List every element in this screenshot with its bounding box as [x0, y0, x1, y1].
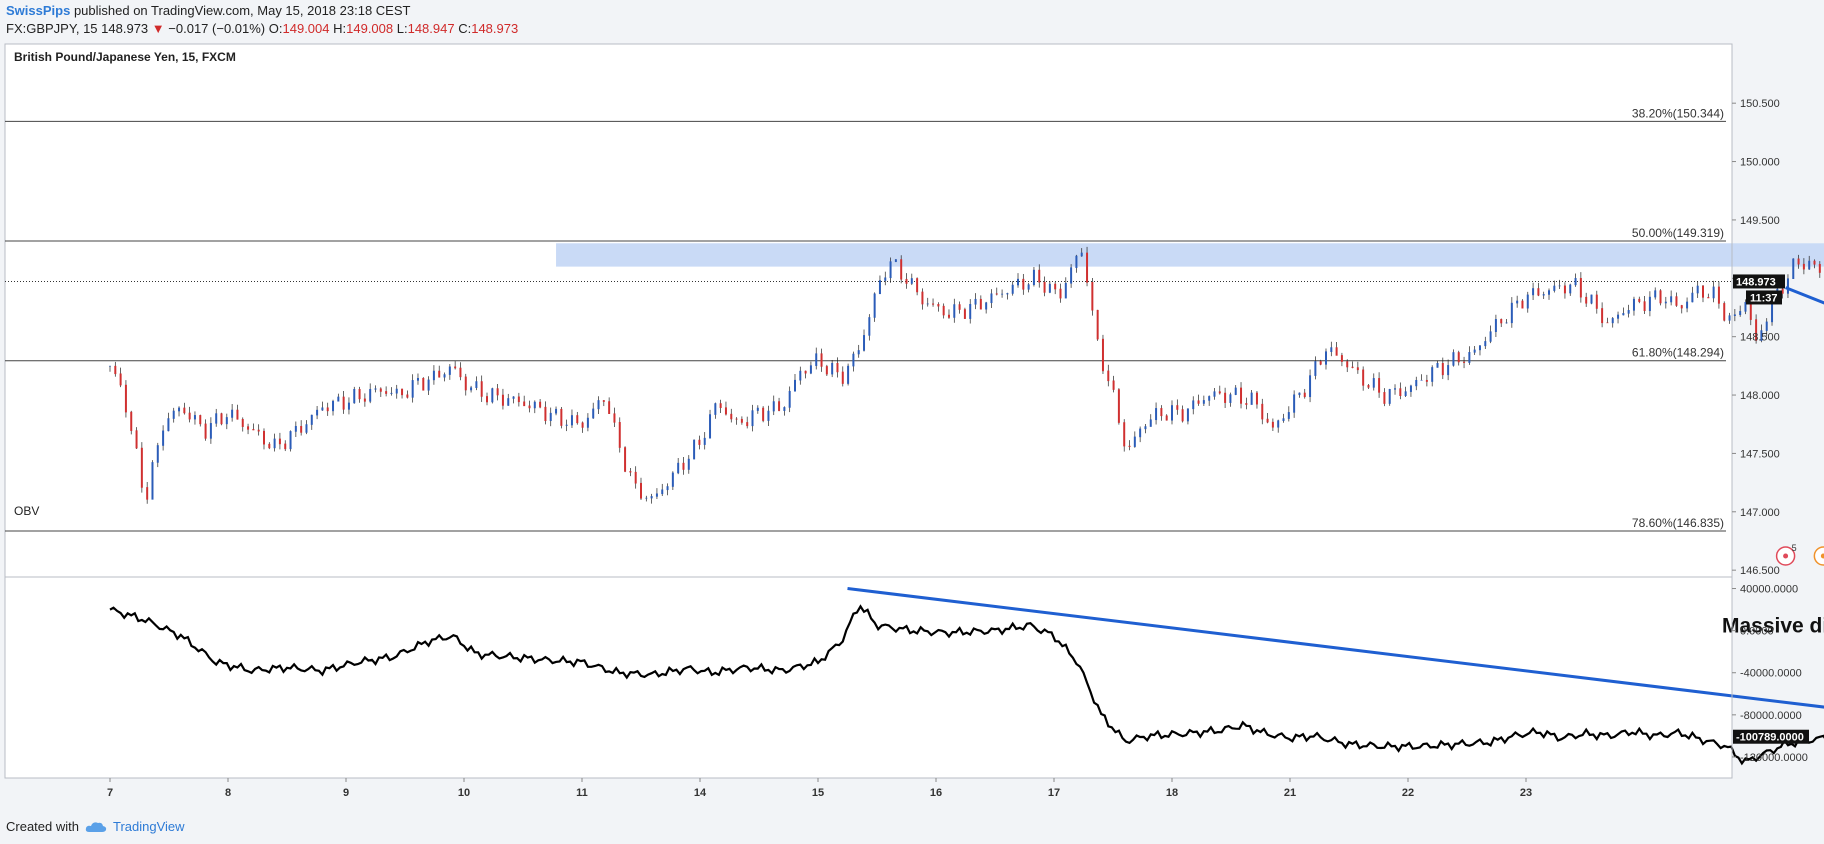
time-tick-label: 9	[343, 787, 349, 799]
time-tick-label: 16	[930, 787, 942, 799]
obv-tick-label: -120000.0000	[1740, 752, 1808, 764]
publish-line: SwissPips published on TradingView.com, …	[6, 3, 410, 18]
chart-frame	[4, 43, 1733, 779]
price-tick-label: 150.500	[1740, 98, 1780, 110]
high-key: H:	[333, 21, 347, 36]
resistance-zone	[556, 243, 1824, 267]
author-link[interactable]: SwissPips	[6, 3, 71, 18]
obv-tick-label: 0.0000	[1740, 626, 1774, 638]
low-key: L:	[396, 21, 408, 36]
footer: Created with TradingView	[6, 819, 185, 834]
obv-series-line	[109, 604, 1824, 766]
last-price-badge	[1733, 274, 1785, 289]
quote-line: FX:GBPJPY, 15 148.973 ▼ −0.017 (−0.01%) …	[6, 21, 518, 36]
divergence-label: Massive divergence	[1722, 615, 1824, 638]
published-text: published on TradingView.com, May 15, 20…	[73, 3, 411, 18]
time-tick-label: 7	[107, 787, 113, 799]
time-tick-label: 15	[812, 787, 824, 799]
price-tick-label: 147.000	[1740, 507, 1780, 519]
obv-pane-title: OBV	[14, 504, 39, 518]
time-tick-label: 8	[225, 787, 231, 799]
time-tick-label: 11	[576, 787, 588, 799]
fib-level-label: 78.60%(146.835)	[1632, 516, 1724, 530]
time-tick-label: 18	[1166, 787, 1178, 799]
obv-tick-label: -40000.0000	[1740, 668, 1802, 680]
price-tick-label: 150.000	[1740, 157, 1780, 169]
open-key: O:	[268, 21, 283, 36]
tradingview-cloud-icon	[85, 821, 107, 832]
obv-tick-label: 40000.0000	[1740, 584, 1798, 596]
time-tick-label: 21	[1284, 787, 1296, 799]
change-label: −0.017 (−0.01%)	[168, 21, 266, 36]
obv-last-badge-label: -100789.0000	[1736, 732, 1804, 744]
close-key: C:	[458, 21, 472, 36]
fib-level-label: 61.80%(148.294)	[1632, 346, 1724, 360]
time-tick-label: 23	[1520, 787, 1532, 799]
time-tick-label: 22	[1402, 787, 1414, 799]
countdown-badge	[1746, 290, 1782, 305]
target-arrow	[1785, 286, 1824, 305]
symbol-label: FX:GBPJPY, 15	[6, 21, 98, 36]
open-value: 149.004	[282, 21, 330, 36]
price-tick-label: 148.500	[1740, 332, 1780, 344]
divergence-arrow	[847, 587, 1824, 709]
last-price-label: 148.973	[101, 21, 149, 36]
time-tick-label: 14	[694, 787, 707, 799]
event-count-label: 5	[1792, 543, 1797, 553]
price-tick-label: 148.000	[1740, 390, 1780, 402]
obv-tick-label: -80000.0000	[1740, 710, 1802, 722]
price-tick-label: 147.500	[1740, 448, 1780, 460]
price-tick-label: 149.500	[1740, 215, 1780, 227]
price-pane-title: British Pound/Japanese Yen, 15, FXCM	[14, 50, 236, 64]
obv-last-badge	[1733, 729, 1809, 744]
countdown-label: 11:37	[1750, 292, 1778, 304]
event-marker-icon	[1813, 546, 1824, 566]
tradingview-link[interactable]: TradingView	[112, 819, 185, 834]
time-tick-label: 17	[1048, 787, 1060, 799]
price-tick-label: 146.500	[1740, 565, 1780, 577]
time-tick-label: 10	[458, 787, 470, 799]
created-with-label: Created with	[6, 819, 79, 834]
event-marker-dot	[1783, 553, 1789, 559]
close-value: 148.973	[471, 21, 519, 36]
low-value: 148.947	[407, 21, 455, 36]
last-price-badge-label: 148.973	[1736, 276, 1776, 288]
high-value: 149.008	[346, 21, 394, 36]
event-marker-dot	[1820, 553, 1824, 559]
fib-level-label: 38.20%(150.344)	[1632, 106, 1724, 120]
chart-canvas[interactable]: 38.20%(150.344) 50.00%(149.319) 61.80%(148…	[0, 36, 1824, 844]
fib-level-label: 50.00%(149.319)	[1632, 226, 1724, 240]
down-triangle-icon: ▼	[151, 21, 165, 36]
